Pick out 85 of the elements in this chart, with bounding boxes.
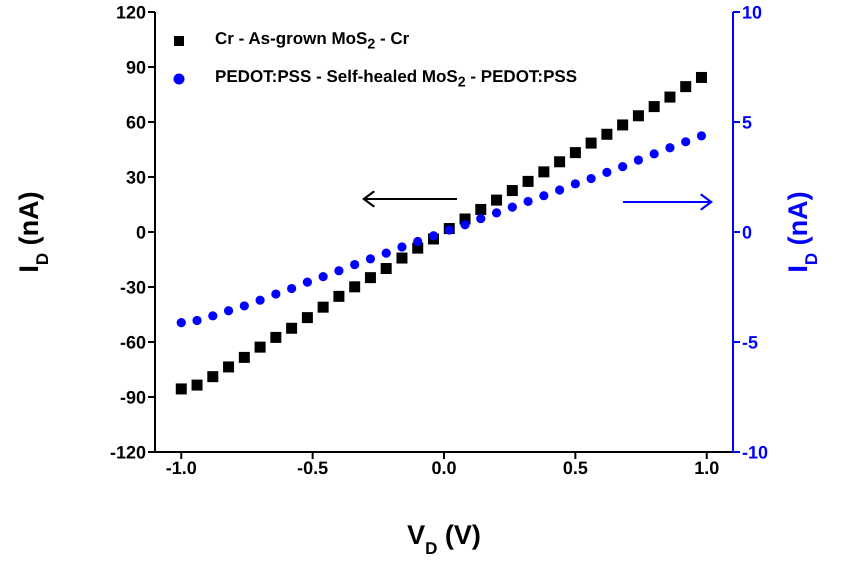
point — [413, 236, 422, 246]
point — [207, 371, 218, 382]
y-tick-label: -30 — [120, 277, 146, 298]
point — [318, 302, 329, 313]
x-tick-label: 0.0 — [431, 458, 457, 478]
point — [302, 278, 312, 287]
point — [538, 166, 550, 178]
point — [396, 252, 408, 264]
point — [397, 242, 407, 252]
point — [618, 162, 628, 172]
x-tick-label: 0.5 — [562, 458, 588, 478]
point — [176, 318, 186, 328]
y2-tick-label: 10 — [742, 2, 762, 22]
point — [696, 131, 706, 140]
x-axis-title: V$_{D}$ (V) — [407, 520, 481, 558]
point — [334, 266, 344, 276]
point — [634, 155, 644, 165]
point — [364, 272, 376, 284]
point — [570, 147, 581, 158]
point — [350, 260, 360, 270]
x-tick-label: -0.5 — [297, 458, 328, 478]
y-tick-label: -120 — [110, 442, 146, 462]
y-tick-label: 120 — [116, 2, 146, 22]
point — [665, 143, 675, 152]
point — [240, 301, 249, 311]
point — [318, 272, 328, 282]
point — [617, 119, 628, 130]
point — [586, 174, 596, 184]
point — [664, 92, 676, 103]
point — [382, 248, 391, 258]
point — [492, 208, 502, 218]
point — [349, 281, 360, 292]
point — [224, 306, 234, 316]
point — [286, 322, 298, 334]
point — [696, 72, 707, 83]
point — [192, 380, 203, 391]
y-tick-label: 60 — [126, 112, 146, 132]
point — [192, 316, 202, 326]
point — [506, 185, 518, 196]
point — [554, 156, 566, 168]
point — [508, 202, 517, 212]
point — [586, 138, 597, 149]
x-tick-label: 1.0 — [694, 458, 720, 478]
point — [176, 383, 187, 394]
point — [539, 191, 548, 200]
point — [302, 312, 313, 324]
point — [428, 231, 438, 240]
point — [460, 220, 470, 230]
point — [601, 128, 612, 140]
point — [333, 290, 344, 302]
point — [680, 81, 692, 92]
y2-tick-label: 0 — [742, 222, 752, 242]
y-tick-label: -60 — [120, 332, 146, 352]
y-tick-label: -90 — [120, 387, 146, 408]
point — [491, 194, 502, 206]
point — [632, 110, 644, 122]
y-tick-label: 90 — [126, 57, 146, 78]
point — [208, 311, 218, 320]
point — [255, 296, 265, 305]
point — [475, 204, 486, 215]
point — [380, 262, 392, 274]
y2-tick-label: -5 — [742, 332, 758, 352]
point — [238, 352, 250, 363]
point — [366, 254, 376, 264]
point — [223, 361, 234, 372]
point — [681, 137, 690, 146]
point — [650, 149, 659, 158]
point — [555, 185, 564, 195]
point — [287, 284, 296, 294]
y2-tick-label: -10 — [742, 442, 768, 462]
legend-label: Cr - As-grown MoS$_{2}$ - Cr — [215, 29, 410, 53]
y-tick-label: 0 — [136, 222, 146, 242]
point — [523, 196, 533, 206]
point — [270, 332, 282, 343]
point — [648, 101, 660, 112]
point — [271, 289, 280, 299]
x-tick-label: -1.0 — [166, 458, 197, 478]
point — [522, 176, 534, 187]
legend-label: PEDOT:PSS - Self-healed MoS$_{2}$ - PEDOT:PSS — [215, 67, 578, 91]
point — [254, 342, 266, 353]
point — [476, 214, 486, 224]
y2-tick-label: 5 — [742, 112, 752, 132]
point — [602, 168, 612, 177]
point — [570, 179, 580, 188]
y-tick-label: 30 — [126, 167, 146, 188]
